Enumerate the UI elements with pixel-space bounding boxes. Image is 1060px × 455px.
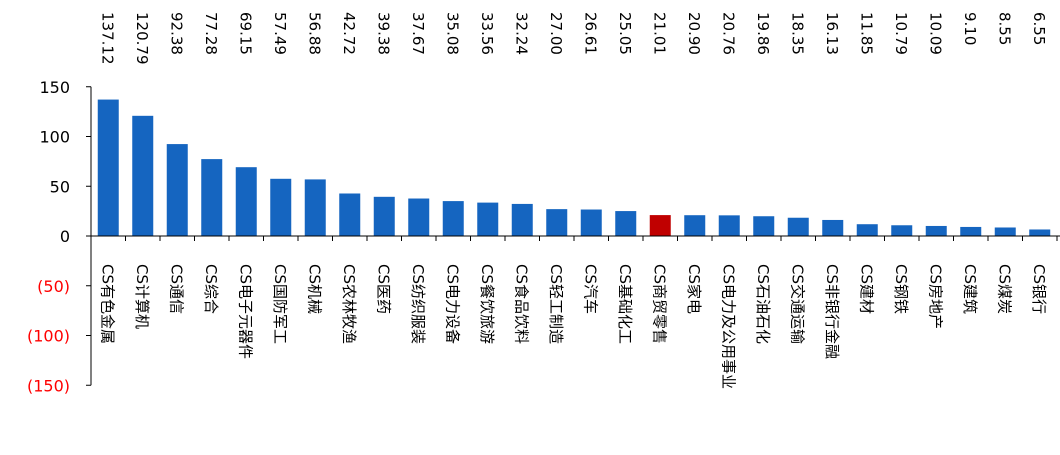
- value-label: 10.79: [892, 12, 910, 55]
- bar: [649, 215, 671, 236]
- value-label: 6.55: [1030, 12, 1048, 45]
- category-label: CS国防军工: [271, 264, 289, 344]
- bar: [442, 201, 464, 236]
- value-label: 37.67: [409, 12, 427, 55]
- category-label: CS交通运输: [788, 264, 806, 344]
- bar: [994, 227, 1016, 236]
- value-label: 25.05: [616, 12, 634, 55]
- category-label: CS基础化工: [616, 264, 634, 344]
- bar: [304, 179, 326, 236]
- category-label: CS煤炭: [995, 264, 1013, 314]
- bar: [546, 209, 568, 236]
- value-label: 9.10: [961, 12, 979, 45]
- y-tick-label: (100): [27, 327, 70, 346]
- value-label: 16.13: [823, 12, 841, 55]
- category-label: CS汽车: [581, 264, 599, 314]
- bar: [1029, 229, 1051, 236]
- value-label: 26.61: [581, 12, 599, 55]
- value-label: 137.12: [98, 12, 116, 65]
- category-label: CS通信: [167, 264, 185, 314]
- bar: [684, 215, 706, 236]
- category-label: CS农林牧渔: [340, 264, 358, 344]
- bar: [477, 202, 499, 236]
- bar: [718, 215, 740, 236]
- bar: [235, 167, 257, 236]
- category-label: CS纺织服装: [409, 264, 427, 344]
- bar: [960, 226, 982, 236]
- bar: [753, 216, 775, 236]
- category-label: CS机械: [305, 264, 323, 314]
- bar: [339, 193, 361, 236]
- category-label: CS电力设备: [443, 264, 461, 344]
- value-label: 8.55: [995, 12, 1013, 45]
- category-label: CS餐饮旅游: [478, 264, 496, 344]
- value-labels-group: 137.12 120.79 92.38 77.28 69.15 57.49 56.88 42.…: [98, 12, 1048, 65]
- bar: [891, 225, 913, 236]
- x-axis: [90, 235, 1060, 241]
- bar: [97, 99, 119, 236]
- value-label: 69.15: [236, 12, 254, 55]
- bar: [373, 196, 395, 236]
- value-label: 21.01: [650, 12, 668, 55]
- bar: [270, 178, 292, 236]
- value-label: 20.76: [719, 12, 737, 55]
- category-label: CS建材: [857, 264, 875, 314]
- bar: [580, 209, 602, 236]
- y-tick-label: 150: [39, 78, 70, 97]
- bar: [925, 225, 947, 236]
- y-tick-label: 50: [50, 177, 70, 196]
- category-label: CS有色金属: [98, 264, 116, 344]
- value-label: 27.00: [547, 12, 565, 55]
- value-label: 19.86: [754, 12, 772, 55]
- value-label: 92.38: [167, 12, 185, 55]
- value-label: 42.72: [340, 12, 358, 55]
- bar: [132, 115, 154, 236]
- y-tick-label: (150): [27, 376, 70, 395]
- category-label: CS非银行金融: [823, 264, 841, 359]
- category-label: CS轻工制造: [547, 264, 565, 344]
- value-label: 77.28: [202, 12, 220, 55]
- bar: [822, 219, 844, 236]
- category-label: CS计算机: [133, 264, 151, 329]
- value-label: 39.38: [374, 12, 392, 55]
- category-label: CS建筑: [961, 264, 979, 314]
- category-label: CS石油石化: [754, 264, 772, 344]
- category-label: CS医药: [374, 264, 392, 314]
- value-label: 18.35: [788, 12, 806, 55]
- value-label: 56.88: [305, 12, 323, 55]
- y-axis: 150 100 50 0 (50) (100) (150): [27, 78, 92, 395]
- value-label: 33.56: [478, 12, 496, 55]
- category-label: CS钢铁: [892, 264, 910, 314]
- bar: [166, 144, 188, 236]
- bar: [615, 211, 637, 236]
- category-label: CS电力及公用事业: [719, 264, 737, 389]
- category-label: CS银行: [1030, 264, 1048, 314]
- value-label: 11.85: [857, 12, 875, 55]
- value-label: 35.08: [443, 12, 461, 55]
- bar: [787, 217, 809, 236]
- value-label: 10.09: [926, 12, 944, 55]
- category-labels-group: CS有色金属 CS计算机 CS通信 CS综合 CS电子元器件 CS国防军工 CS机械 CS农林…: [98, 264, 1048, 389]
- bars-group: [97, 99, 1051, 236]
- value-label: 57.49: [271, 12, 289, 55]
- value-label: 32.24: [512, 12, 530, 55]
- bar: [511, 203, 533, 236]
- y-tick-label: 0: [60, 227, 70, 246]
- y-tick-label: 100: [39, 128, 70, 147]
- category-label: CS家电: [685, 264, 703, 314]
- bar: [408, 198, 430, 236]
- category-label: CS商贸零售: [650, 264, 668, 344]
- value-label: 120.79: [133, 12, 151, 65]
- category-label: CS电子元器件: [236, 264, 254, 359]
- category-label: CS房地产: [926, 264, 944, 329]
- category-label: CS综合: [202, 264, 220, 314]
- y-tick-label: (50): [37, 277, 70, 296]
- bar: [201, 159, 223, 236]
- bar: [856, 224, 878, 236]
- category-label: CS食品饮料: [512, 264, 530, 344]
- value-label: 20.90: [685, 12, 703, 55]
